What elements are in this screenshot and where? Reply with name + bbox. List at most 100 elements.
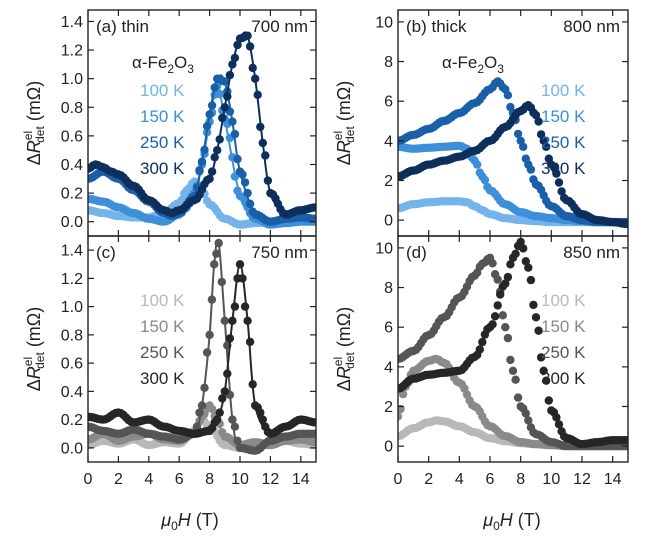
axes-frame bbox=[87, 235, 317, 463]
data-point bbox=[503, 333, 513, 343]
legend-entry: 300 K bbox=[140, 159, 185, 178]
y-label-unit: (mΩ) bbox=[334, 81, 354, 126]
data-point bbox=[511, 249, 520, 258]
axes-frame bbox=[397, 235, 629, 463]
data-point bbox=[554, 178, 564, 187]
x-tick-label: 2 bbox=[424, 471, 433, 488]
y-label-R: R bbox=[24, 366, 44, 379]
y-label-R: R bbox=[334, 366, 354, 379]
legend-entry: 300 K bbox=[541, 369, 586, 388]
y-label-unit: (mΩ) bbox=[24, 307, 44, 352]
y-axis-label: ΔReldet (mΩ) bbox=[331, 81, 357, 166]
y-tick-label: 6 bbox=[384, 94, 393, 111]
x-tick-label: 4 bbox=[144, 471, 153, 488]
material-prefix: α-Fe bbox=[132, 53, 167, 72]
panel-label: (a) thin bbox=[96, 17, 149, 36]
y-tick-label: 10 bbox=[375, 240, 393, 257]
y-label-sup: el bbox=[21, 131, 35, 140]
wavelength-label: 850 nm bbox=[563, 243, 620, 262]
x-tick-label: 8 bbox=[205, 471, 214, 488]
data-point bbox=[539, 366, 548, 375]
x-tick-label: 10 bbox=[542, 471, 560, 488]
data-point bbox=[534, 117, 543, 126]
material-sub: 2 bbox=[167, 62, 174, 76]
data-point bbox=[623, 436, 628, 445]
data-point bbox=[513, 129, 523, 139]
data-point bbox=[398, 412, 403, 421]
data-point bbox=[519, 244, 528, 253]
y-axis-label: ΔReldet (mΩ) bbox=[21, 307, 47, 392]
material-mid: O bbox=[174, 53, 187, 72]
series-300-K bbox=[88, 31, 316, 219]
data-point bbox=[544, 396, 553, 405]
y-tick-label: 8 bbox=[384, 280, 393, 297]
y-tick-label: 0.0 bbox=[61, 214, 83, 231]
x-tick-label: 6 bbox=[486, 471, 495, 488]
plot-area bbox=[398, 237, 628, 451]
data-point bbox=[557, 187, 566, 196]
y-tick-label: 0.8 bbox=[61, 100, 83, 117]
legend-entry: 100 K bbox=[140, 291, 185, 310]
x-tick-label: 0 bbox=[84, 471, 93, 488]
series-300-K bbox=[398, 101, 628, 229]
y-label-delta: Δ bbox=[24, 379, 44, 391]
data-point bbox=[529, 300, 538, 310]
series-250-K bbox=[88, 74, 316, 226]
data-point bbox=[521, 257, 530, 266]
x-tick-label: 12 bbox=[262, 471, 280, 488]
y-label-sup: el bbox=[21, 357, 35, 366]
data-point bbox=[524, 263, 533, 272]
y-tick-label: 1.4 bbox=[61, 243, 83, 260]
y-tick-label: 0.0 bbox=[61, 440, 83, 457]
y-tick-label: 0.6 bbox=[61, 128, 83, 145]
panel-c: 0 2 4 6 8 10 12 14 0.0 0.2 0.4 0.6 0.8 1.0 1.2 1.4 ΔReld… bbox=[21, 235, 317, 488]
y-tick-label: 0 bbox=[384, 213, 393, 230]
y-label-sup: el bbox=[331, 131, 345, 140]
data-point bbox=[519, 142, 528, 151]
y-tick-label: 0.2 bbox=[61, 186, 83, 203]
data-point bbox=[493, 301, 502, 310]
y-tick-label: 2 bbox=[384, 399, 393, 416]
legend-entry: 250 K bbox=[140, 133, 185, 152]
data-point bbox=[552, 169, 561, 178]
y-tick-label: 0 bbox=[384, 439, 393, 456]
legend-entry: 300 K bbox=[541, 159, 586, 178]
y-tick-label: 1.0 bbox=[61, 71, 83, 88]
x-tick-label: 14 bbox=[292, 471, 310, 488]
fit-line bbox=[88, 31, 316, 217]
x-tick-label: 6 bbox=[175, 471, 184, 488]
data-point bbox=[554, 420, 564, 429]
panel-label: (b) thick bbox=[406, 17, 467, 36]
plot-area bbox=[398, 77, 628, 229]
material-sub2: 3 bbox=[497, 62, 504, 76]
y-tick-label: 4 bbox=[384, 359, 393, 376]
data-point bbox=[478, 337, 487, 347]
data-point bbox=[501, 279, 510, 288]
series-300-K bbox=[88, 260, 316, 438]
y-label-unit: (mΩ) bbox=[334, 307, 354, 352]
panel-label: (c) bbox=[96, 243, 116, 262]
legend-entry: 150 K bbox=[541, 317, 586, 336]
y-tick-label: 2 bbox=[384, 173, 393, 190]
y-label-R: R bbox=[334, 140, 354, 153]
plot-area bbox=[88, 31, 316, 229]
material-sub2: 3 bbox=[187, 62, 194, 76]
data-point bbox=[490, 312, 500, 321]
series-150-K bbox=[88, 81, 316, 229]
legend-entry: 300 K bbox=[140, 369, 185, 388]
material-mid: O bbox=[484, 53, 497, 72]
data-point bbox=[542, 376, 551, 385]
y-axis-label: ΔReldet (mΩ) bbox=[331, 307, 357, 392]
y-tick-label: 0.4 bbox=[61, 384, 83, 401]
data-point bbox=[506, 355, 515, 365]
wavelength-label: 750 nm bbox=[251, 243, 308, 262]
panel-a: 0.0 0.2 0.4 0.6 0.8 1.0 1.2 1.4 ΔReldet (mΩ) (a) … bbox=[21, 9, 317, 237]
legend-entry: 100 K bbox=[541, 81, 586, 100]
data-point bbox=[524, 416, 533, 425]
y-tick-label: 1.0 bbox=[61, 299, 83, 316]
y-tick-label: 4 bbox=[384, 133, 393, 150]
y-tick-label: 0.6 bbox=[61, 356, 83, 373]
